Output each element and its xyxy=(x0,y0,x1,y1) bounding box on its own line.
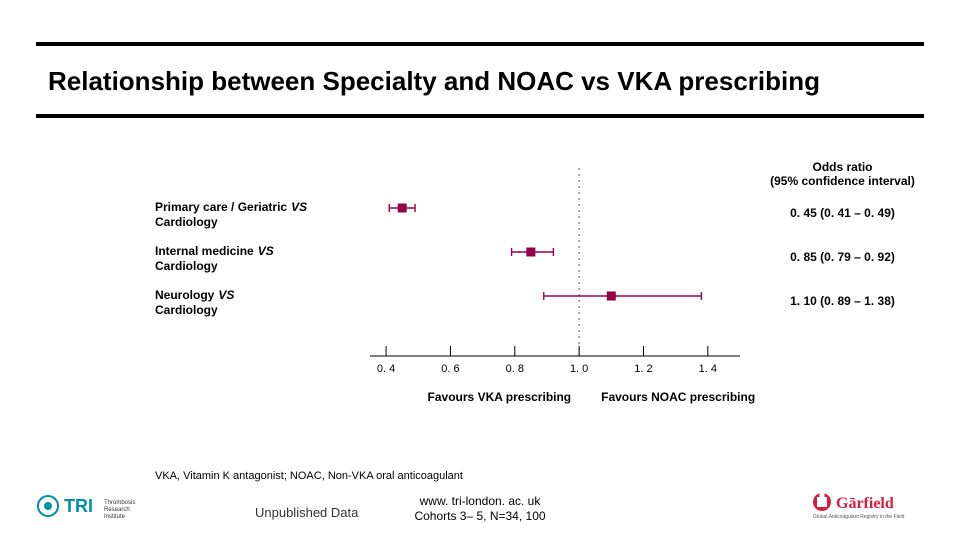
vs-label: VS xyxy=(218,288,234,302)
or-header-line2: (95% confidence interval) xyxy=(770,174,915,188)
favours-noac-label: Favours NOAC prescribing xyxy=(601,390,755,404)
vs-label: VS xyxy=(291,200,307,214)
or-header-line1: Odds ratio xyxy=(812,160,872,174)
row-label-bottom: Cardiology xyxy=(155,215,365,230)
abbreviation-footnote: VKA, Vitamin K antagonist; NOAC, Non-VKA… xyxy=(155,470,463,482)
svg-text:Gārfield: Gārfield xyxy=(836,495,894,512)
svg-text:1. 2: 1. 2 xyxy=(634,363,652,375)
garfield-logo: Gārfield Global Anticoagulant Registry i… xyxy=(808,490,938,525)
forest-plot: Odds ratio (95% confidence interval) Pri… xyxy=(155,160,940,420)
footer-cohorts: Cohorts 3– 5, N=34, 100 xyxy=(414,509,545,523)
row-label-top: Primary care / Geriatric xyxy=(155,200,287,214)
svg-text:1. 4: 1. 4 xyxy=(699,363,717,375)
title-underline xyxy=(36,114,924,118)
svg-text:Global Anticoagulant Registry: Global Anticoagulant Registry in the Fie… xyxy=(813,514,905,520)
row-label-top: Neurology xyxy=(155,288,214,302)
row-label-bottom: Cardiology xyxy=(155,303,365,318)
vs-label: VS xyxy=(258,244,274,258)
slide-title: Relationship between Specialty and NOAC … xyxy=(48,66,820,97)
forest-plot-svg: 0. 4 0. 6 0. 8 1. 0 1. 2 1. 4 xyxy=(370,160,740,391)
or-column-header: Odds ratio (95% confidence interval) xyxy=(745,160,940,189)
svg-text:0. 4: 0. 4 xyxy=(377,363,395,375)
svg-text:0. 8: 0. 8 xyxy=(506,363,524,375)
footer-url: www. tri-london. ac. uk xyxy=(420,494,541,508)
slide: Relationship between Specialty and NOAC … xyxy=(0,0,960,540)
row-label: Internal medicine VSCardiology xyxy=(155,244,365,274)
odds-ratio-value: 1. 10 (0. 89 – 1. 38) xyxy=(745,294,940,308)
top-rule xyxy=(36,42,924,46)
odds-ratio-value: 0. 85 (0. 79 – 0. 92) xyxy=(745,250,940,264)
favours-vka-label: Favours VKA prescribing xyxy=(428,390,572,404)
row-label: Neurology VSCardiology xyxy=(155,288,365,318)
row-label: Primary care / Geriatric VSCardiology xyxy=(155,200,365,230)
svg-text:1. 0: 1. 0 xyxy=(570,363,588,375)
row-label-bottom: Cardiology xyxy=(155,259,365,274)
odds-ratio-value: 0. 45 (0. 41 – 0. 49) xyxy=(745,206,940,220)
row-label-top: Internal medicine xyxy=(155,244,254,258)
garfield-logo-svg: Gārfield Global Anticoagulant Registry i… xyxy=(808,490,938,520)
svg-text:0. 6: 0. 6 xyxy=(441,363,459,375)
